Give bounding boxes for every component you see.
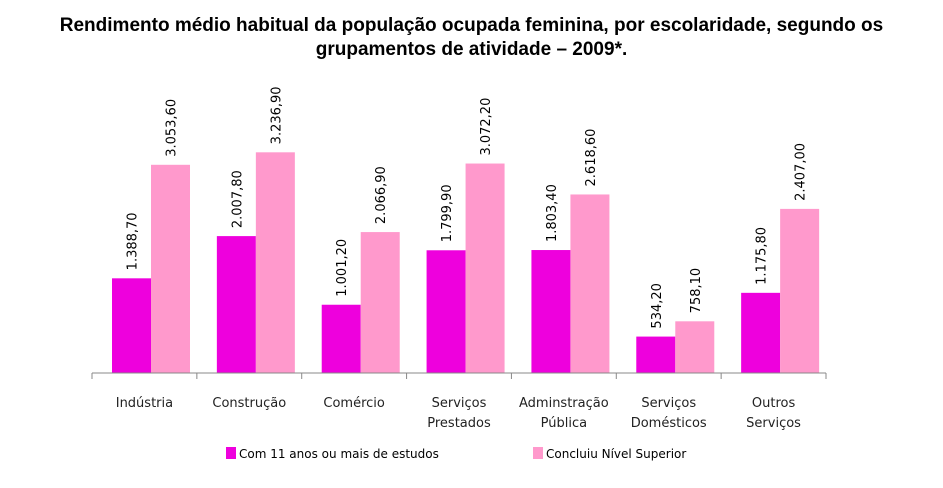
data-label-com-11-anos-6: 1.175,80 <box>755 227 770 285</box>
legend-com-11-anos-label: Com 11 anos ou mais de estudos <box>239 447 439 461</box>
bar-nivel-superior-5 <box>675 321 715 373</box>
data-label-nivel-superior-6: 2.407,00 <box>794 143 809 201</box>
bar-nivel-superior-3 <box>465 163 505 373</box>
data-label-nivel-superior-1: 3.236,90 <box>269 86 284 144</box>
bar-com-11-anos-0 <box>112 278 151 373</box>
data-label-com-11-anos-4: 1.803,40 <box>545 184 560 242</box>
bar-com-11-anos-5 <box>636 336 676 373</box>
legend-nivel-superior-swatch <box>533 447 543 459</box>
legend-nivel-superior-label: Concluiu Nível Superior <box>546 447 686 461</box>
category-label-5-line-1: Domésticos <box>631 416 707 431</box>
category-label-2: Comércio <box>323 396 385 411</box>
category-label-4-line-1: Pública <box>541 416 587 431</box>
bar-nivel-superior-4 <box>570 194 610 373</box>
bar-nivel-superior-6 <box>780 208 820 373</box>
bar-com-11-anos-3 <box>426 250 466 373</box>
data-label-com-11-anos-5: 534,20 <box>650 283 665 329</box>
category-label-6-line-1: Serviços <box>746 416 801 431</box>
data-label-nivel-superior-0: 3.053,60 <box>165 99 180 157</box>
chart-title-line-1: Rendimento médio habitual da população o… <box>59 15 884 36</box>
data-label-com-11-anos-2: 1.001,20 <box>335 239 350 297</box>
category-label-1: Construção <box>212 396 286 411</box>
data-label-com-11-anos-1: 2.007,80 <box>230 170 245 228</box>
chart-title-line-2: grupamentos de atividade – 2009*. <box>315 39 628 60</box>
bar-nivel-superior-2 <box>360 232 400 373</box>
chart-title: Rendimento médio habitual da população o… <box>0 14 943 62</box>
data-label-nivel-superior-2: 2.066,90 <box>374 166 389 224</box>
category-label-0: Indústria <box>116 396 173 411</box>
bar-com-11-anos-2 <box>321 304 361 373</box>
category-label-3-line-0: Serviços <box>432 396 487 411</box>
category-label-5-line-0: Serviços <box>641 396 696 411</box>
bar-com-11-anos-1 <box>216 236 256 373</box>
data-label-nivel-superior-5: 758,10 <box>689 268 704 314</box>
bar-com-11-anos-6 <box>741 292 781 373</box>
category-label-3-line-1: Prestados <box>427 416 491 431</box>
category-label-4-line-0: Adminstração <box>519 396 609 411</box>
bar-nivel-superior-1 <box>255 152 295 373</box>
category-label-6-line-0: Outros <box>752 396 796 411</box>
data-label-nivel-superior-3: 3.072,20 <box>479 98 494 156</box>
bar-com-11-anos-4 <box>531 250 571 373</box>
data-label-com-11-anos-3: 1.799,90 <box>440 184 455 242</box>
data-label-nivel-superior-4: 2.618,60 <box>584 129 599 187</box>
data-label-com-11-anos-0: 1.388,70 <box>126 212 141 270</box>
legend-com-11-anos-swatch <box>226 447 236 459</box>
bar-nivel-superior-0 <box>151 164 190 373</box>
